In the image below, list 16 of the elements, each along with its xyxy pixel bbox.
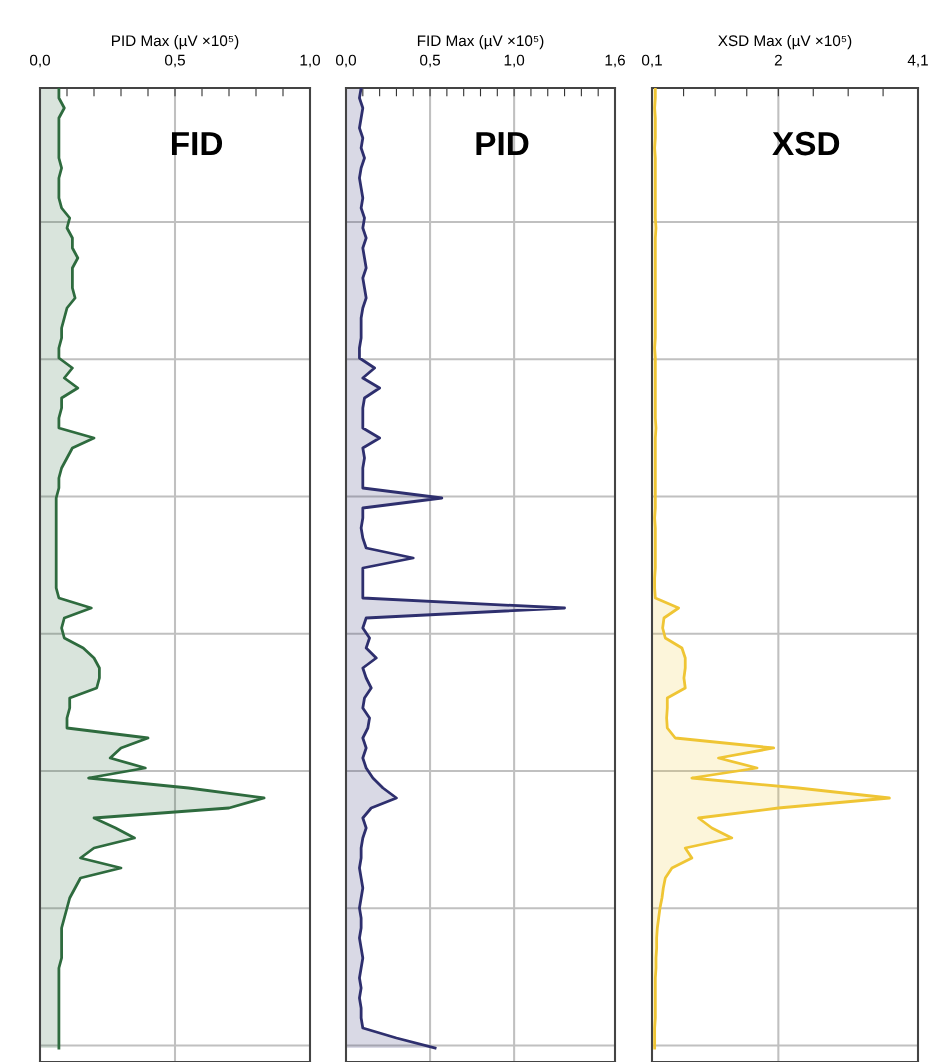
x-tick-label: 0,0 [29, 54, 51, 68]
annotation: FID [171, 132, 223, 156]
x-tick-label: 0,0 [335, 54, 357, 68]
x-tick-label: 1,0 [300, 54, 321, 68]
annotation: XSD [772, 131, 840, 156]
x-tick-label: 0,1 [641, 54, 662, 68]
x-axis-title: PID Max (µV ×10⁵) [112, 34, 239, 50]
x-tick-label: 0,5 [164, 54, 185, 68]
x-tick-label: 0,5 [420, 54, 441, 68]
x-tick-label: 4,1 [907, 54, 928, 68]
x-tick-label: 2 [774, 54, 782, 66]
x-tick-label: 1,6 [605, 54, 625, 68]
annotation: PID [476, 132, 529, 156]
x-tick-label: 1,0 [504, 54, 525, 68]
x-axis-title: FID Max (µV ×10⁵) [417, 34, 544, 50]
x-axis-title: XSD Max (µV ×10⁵) [718, 34, 852, 50]
